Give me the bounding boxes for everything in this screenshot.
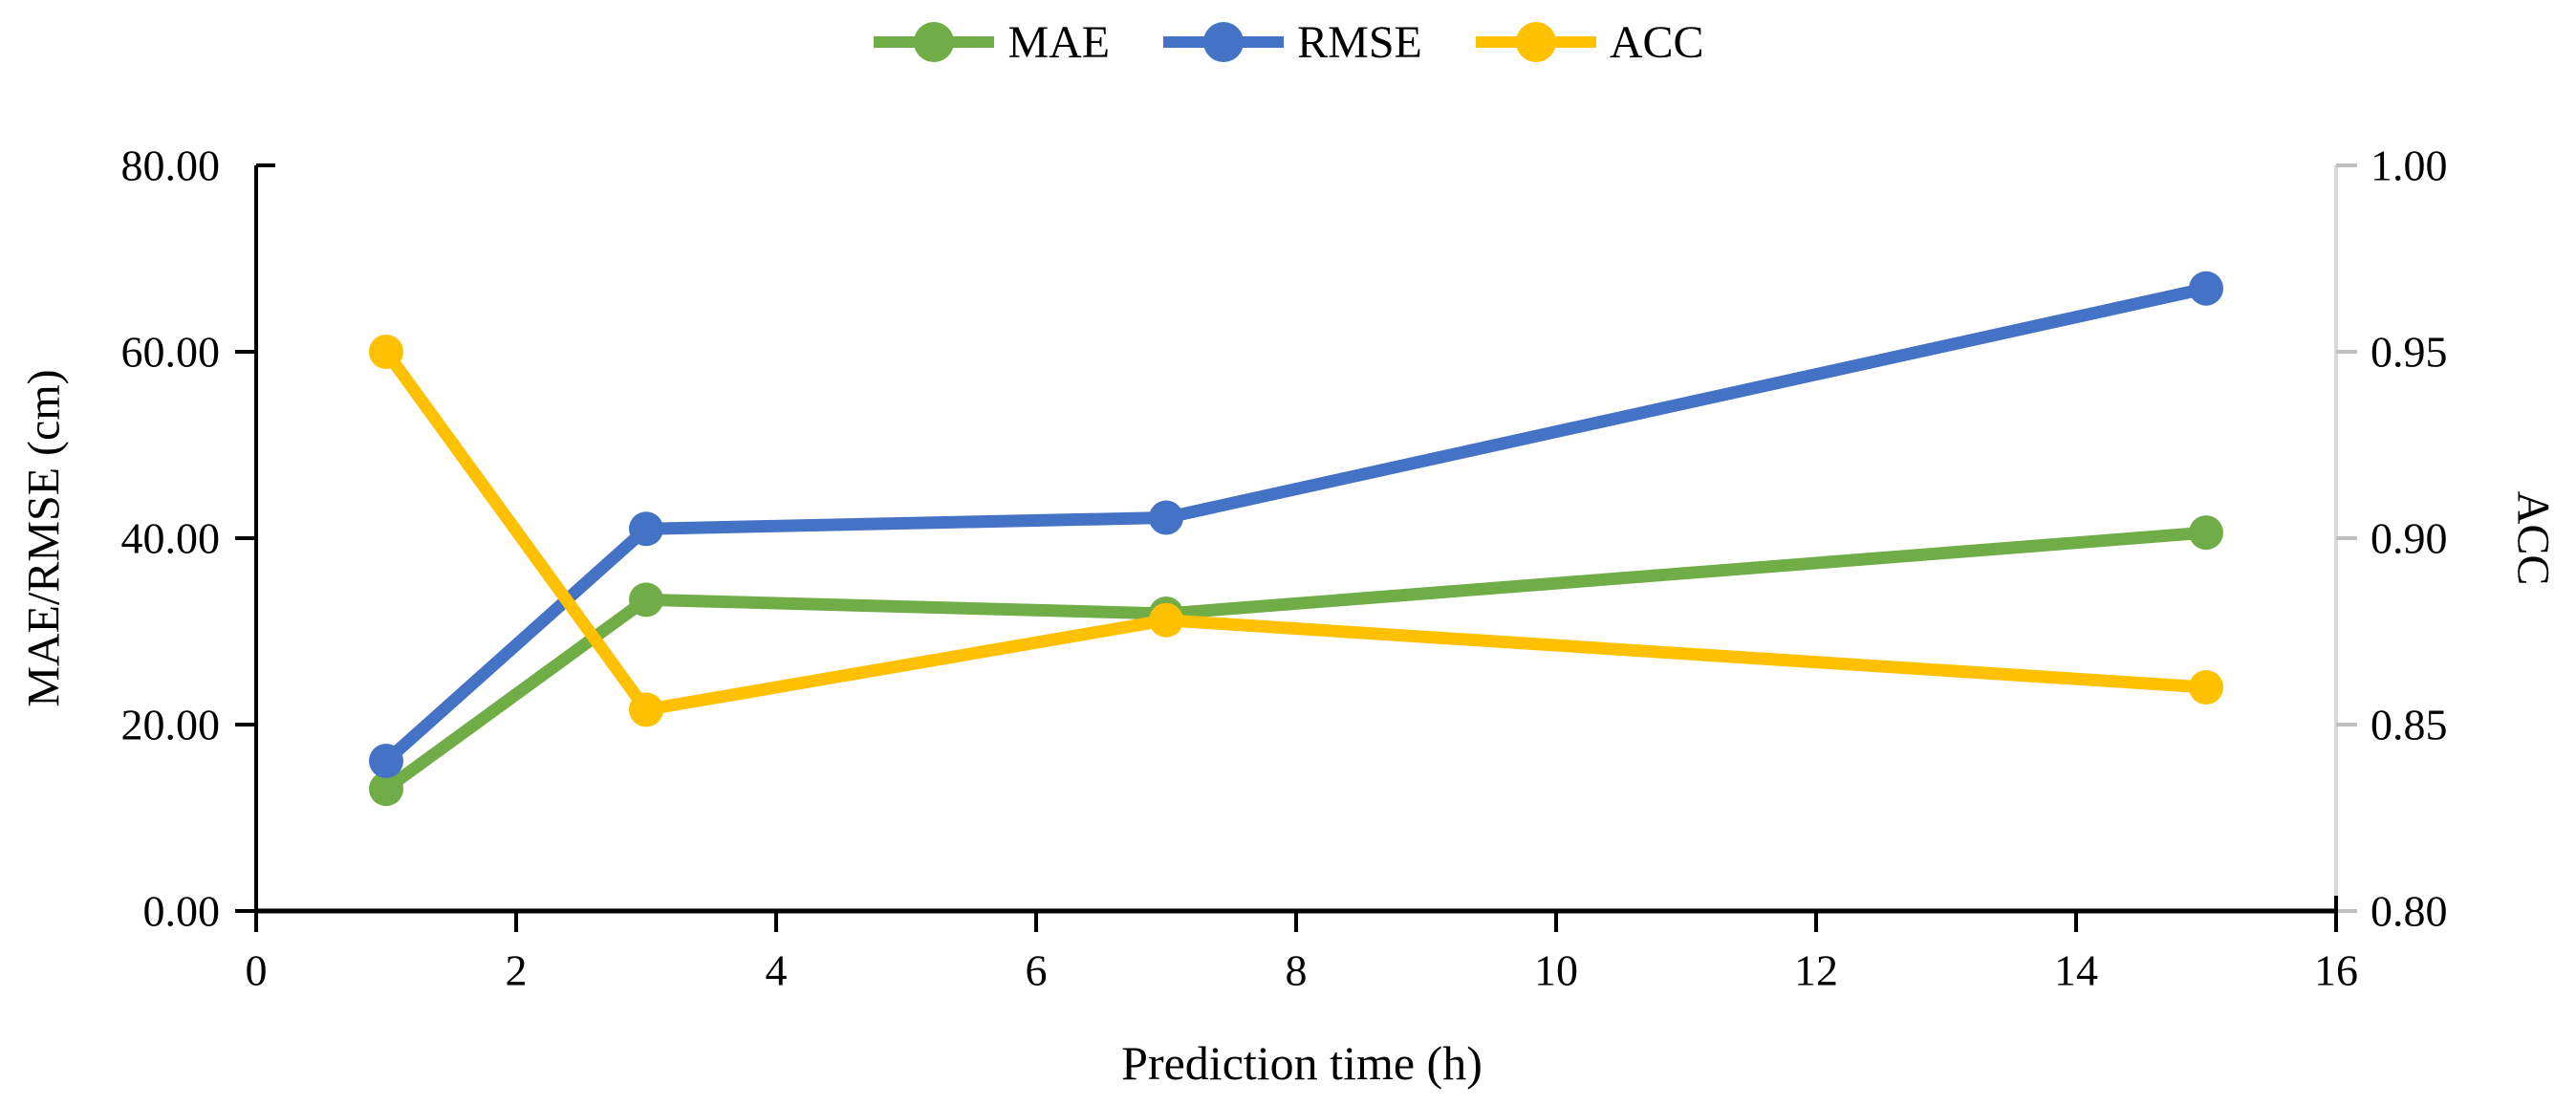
data-point-rmse (629, 511, 663, 547)
legend-item-rmse: RMSE (1161, 15, 1422, 69)
left-axis-tick-label: 80.00 (121, 141, 221, 190)
mae-line-marker-icon (874, 22, 995, 62)
series-line-rmse (379, 282, 2213, 768)
legend-label-acc: ACC (1609, 16, 1704, 68)
right-axis-tick-label: 1.00 (2370, 141, 2448, 190)
data-point-acc (1149, 602, 1183, 638)
legend-label-rmse: RMSE (1297, 16, 1422, 68)
right-axis-tick-label: 0.85 (2370, 701, 2448, 749)
series-line-mae (379, 526, 2213, 795)
legend-item-mae: MAE (872, 15, 1110, 69)
x-axis-tick-label: 14 (2054, 946, 2098, 995)
x-axis-title: Prediction time (h) (1121, 1036, 1483, 1090)
data-point-mae (369, 771, 403, 807)
data-point-acc (369, 335, 403, 369)
acc-line-marker-icon (1475, 22, 1596, 62)
x-axis-tick-label: 16 (2314, 946, 2358, 995)
x-axis-tick-label: 6 (1026, 946, 1048, 995)
x-axis-tick-label: 2 (506, 946, 528, 995)
data-point-rmse (2189, 271, 2223, 306)
x-axis-tick-label: 12 (1794, 946, 1838, 995)
x-axis-tick-label: 0 (246, 946, 268, 995)
data-point-acc (629, 692, 663, 727)
left-axis-tick-label: 20.00 (121, 701, 221, 749)
x-axis-tick-label: 8 (1286, 946, 1308, 995)
data-point-mae (2189, 515, 2223, 551)
right-axis-tick-label: 0.90 (2370, 514, 2448, 563)
data-point-rmse (1149, 500, 1183, 535)
legend-item-acc: ACC (1474, 15, 1704, 69)
left-axis-tick-label: 60.00 (121, 328, 221, 377)
left-axis-tick-label: 0.00 (143, 887, 221, 936)
x-axis-tick-label: 4 (766, 946, 788, 995)
series-line-acc (379, 345, 2213, 716)
right-axis-tick-label: 0.80 (2370, 887, 2448, 936)
x-axis-tick-label: 10 (1534, 946, 1578, 995)
right-axis-tick-label: 0.95 (2370, 328, 2448, 377)
legend-label-mae: MAE (1007, 16, 1111, 68)
data-point-rmse (369, 744, 403, 779)
data-point-mae (629, 582, 663, 618)
chart-legend: MAE RMSE ACC (0, 15, 2576, 69)
data-point-acc (2189, 670, 2223, 705)
rmse-line-marker-icon (1163, 22, 1285, 62)
left-axis-tick-label: 40.00 (121, 514, 221, 563)
